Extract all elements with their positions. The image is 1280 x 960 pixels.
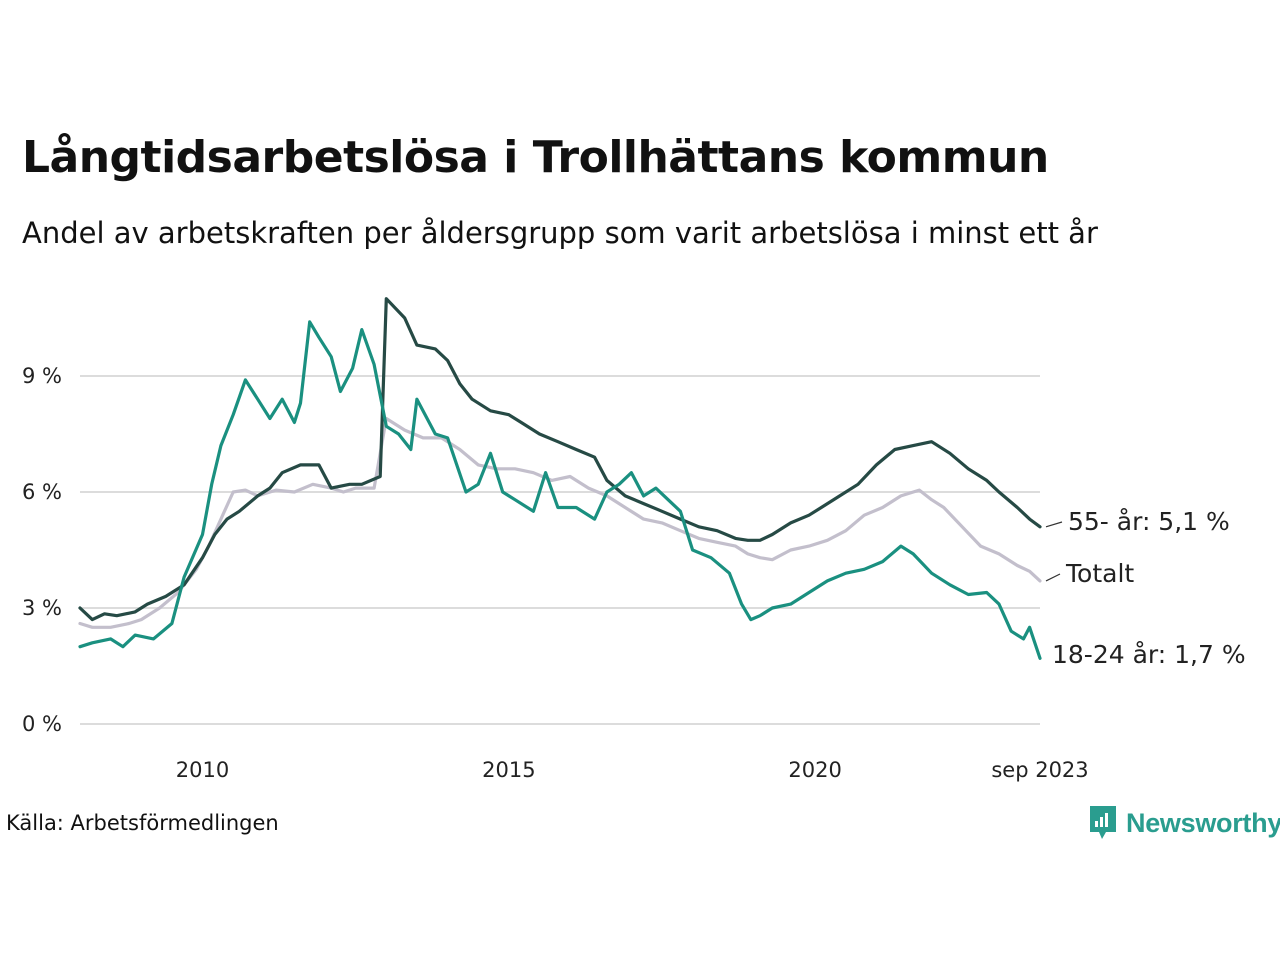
series-end-labels: Totalt 55- år: 5,1 % 18-24 år: 1,7 % (1045, 507, 1246, 669)
chart-title: Långtidsarbetslösa i Trollhättans kommun (22, 132, 1049, 183)
series-end-label: 18-24 år: 1,7 % (1052, 640, 1246, 669)
x-axis: 2010 2015 2020 sep 2023 (176, 758, 1089, 782)
y-axis: 0 % 3 % 6 % 9 % (22, 364, 62, 736)
series-lines (78, 297, 1042, 660)
end-label-connector (1045, 521, 1063, 528)
series-end-label: 55- år: 5,1 % (1068, 507, 1230, 536)
x-tick-label: 2015 (482, 758, 535, 782)
series-end-label: Totalt (1065, 559, 1134, 588)
y-tick-label: 3 % (22, 596, 62, 620)
grid-lines (80, 375, 1040, 725)
end-label-connector (1045, 573, 1061, 582)
chart-subtitle: Andel av arbetskraften per åldersgrupp s… (22, 216, 1098, 250)
y-tick-label: 9 % (22, 364, 62, 388)
line-chart: 0 % 3 % 6 % 9 % 2010 2015 2020 sep 2023 Totalt… (22, 297, 1246, 782)
series-line-55-r (78, 297, 1042, 622)
x-tick-label: 2020 (788, 758, 841, 782)
brand-logo[interactable]: Newsworthy (1088, 803, 1280, 843)
newsworthy-icon (1090, 806, 1116, 839)
y-tick-label: 6 % (22, 480, 62, 504)
series-line-18-24-r (78, 320, 1042, 660)
x-tick-label: sep 2023 (991, 758, 1088, 782)
source-note: Källa: Arbetsförmedlingen (6, 811, 279, 835)
y-tick-label: 0 % (22, 712, 62, 736)
series-line-totalt (78, 416, 1042, 629)
brand-name: Newsworthy (1126, 807, 1280, 838)
x-tick-label: 2010 (176, 758, 229, 782)
